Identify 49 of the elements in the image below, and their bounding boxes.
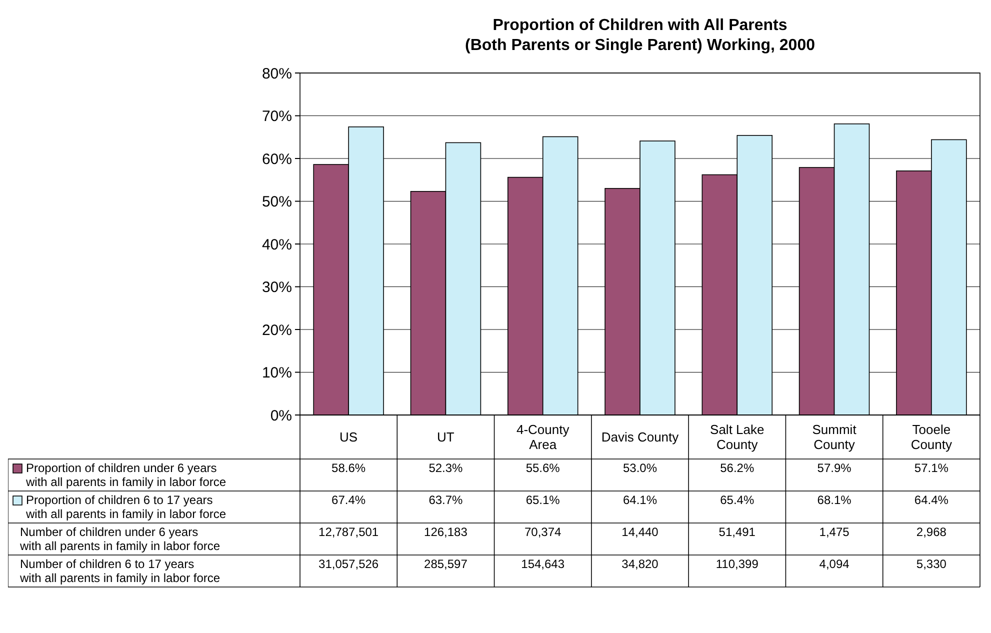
y-tick-label: 80% — [262, 65, 292, 82]
y-tick-label: 70% — [262, 108, 292, 125]
text: 51,491 — [718, 525, 756, 540]
data-label: 65.1% — [526, 493, 560, 508]
chart-title: Proportion of Children with All Parents (Both Parents or Single Parent) Working, 2000 — [465, 17, 816, 54]
y-tick-label: 60% — [262, 150, 292, 168]
data-label: 64.4% — [914, 493, 949, 508]
text: 12,787,501 — [318, 525, 379, 540]
text: 110,399 — [716, 557, 759, 572]
data-label: 56.2% — [720, 461, 754, 476]
data-label: 67.4% — [332, 493, 366, 508]
x-tick-label: Davis County — [601, 430, 680, 445]
x-tick-label: Salt Lake County — [710, 422, 764, 452]
data-label: 57.1% — [914, 461, 949, 476]
text: 1,475 — [819, 525, 850, 540]
y-tick-label: 20% — [262, 322, 292, 339]
x-tick-label: 4-County Area — [516, 422, 570, 452]
data-label: 58.6% — [332, 461, 366, 476]
data-label: 63.7% — [428, 493, 464, 508]
text: 34,820 — [622, 557, 659, 572]
x-tick-label: Summit County — [812, 422, 857, 452]
x-tick-label: Tooele County — [910, 422, 953, 452]
legend-label: Proportion of children 6 to 17 years with all parents in family in labor force — [25, 493, 226, 522]
text: 14,440 — [622, 525, 659, 540]
x-tick-label: US — [340, 430, 358, 445]
text: 31,057,526 — [318, 557, 379, 572]
text: 2,968 — [916, 525, 947, 540]
text: 70,374 — [524, 525, 562, 540]
y-tick-label: 50% — [262, 194, 292, 210]
data-label: 52.3% — [428, 461, 464, 476]
y-tick-label: 0% — [270, 407, 292, 424]
text: 154,643 — [521, 557, 565, 572]
data-label: 68.1% — [817, 493, 852, 508]
y-tick-label: 30% — [262, 279, 292, 296]
data-label: 65.4% — [720, 493, 754, 508]
text: 5,330 — [916, 557, 947, 572]
text: Number of children under 6 years with all parents in family in labor force — [19, 525, 220, 554]
text: 285,597 — [424, 557, 468, 572]
data-label: 57.9% — [817, 461, 852, 476]
legend-label: Proportion of children under 6 years with all parents in family in labor force — [25, 461, 226, 490]
y-tick-label: 40% — [262, 236, 292, 254]
y-tick-label: 10% — [262, 364, 292, 382]
data-label: 55.6% — [526, 461, 560, 476]
text: 126,183 — [424, 525, 468, 540]
x-tick-label: UT — [437, 430, 454, 445]
data-label: 64.1% — [622, 493, 658, 508]
text: 4,094 — [819, 557, 850, 572]
data-label: 53.0% — [622, 461, 658, 476]
text: Number of children 6 to 17 years with all parents in family in labor force — [19, 557, 220, 586]
